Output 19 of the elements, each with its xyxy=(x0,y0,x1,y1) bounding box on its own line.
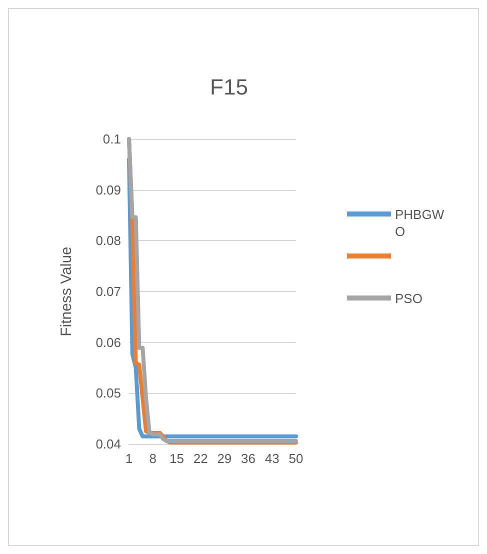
y-tick-label: 0.06 xyxy=(96,334,121,350)
x-tick-label: 43 xyxy=(264,451,280,466)
y-tick-label: 0.1 xyxy=(102,132,121,146)
y-tick-label: 0.05 xyxy=(96,386,121,401)
y-tick-label: 0.08 xyxy=(96,233,121,248)
legend-label: PSO xyxy=(395,291,422,306)
y-tick-label: 0.07 xyxy=(96,284,121,299)
x-tick-label: 50 xyxy=(288,451,304,466)
x-tick-label: 8 xyxy=(149,451,156,466)
y-axis-title: Fitness Value xyxy=(58,246,75,336)
y-tick-label: 0.04 xyxy=(96,436,121,452)
x-tick-label: 36 xyxy=(241,451,256,466)
x-tick-label: 29 xyxy=(217,451,232,466)
x-tick-label: 1 xyxy=(125,451,133,466)
y-tick-label: 0.09 xyxy=(96,182,121,198)
x-tick-label: 15 xyxy=(169,451,184,466)
x-tick-label: 22 xyxy=(193,451,208,466)
chart-title: F15 xyxy=(210,74,248,100)
legend-label: PHBGWO xyxy=(395,207,445,239)
